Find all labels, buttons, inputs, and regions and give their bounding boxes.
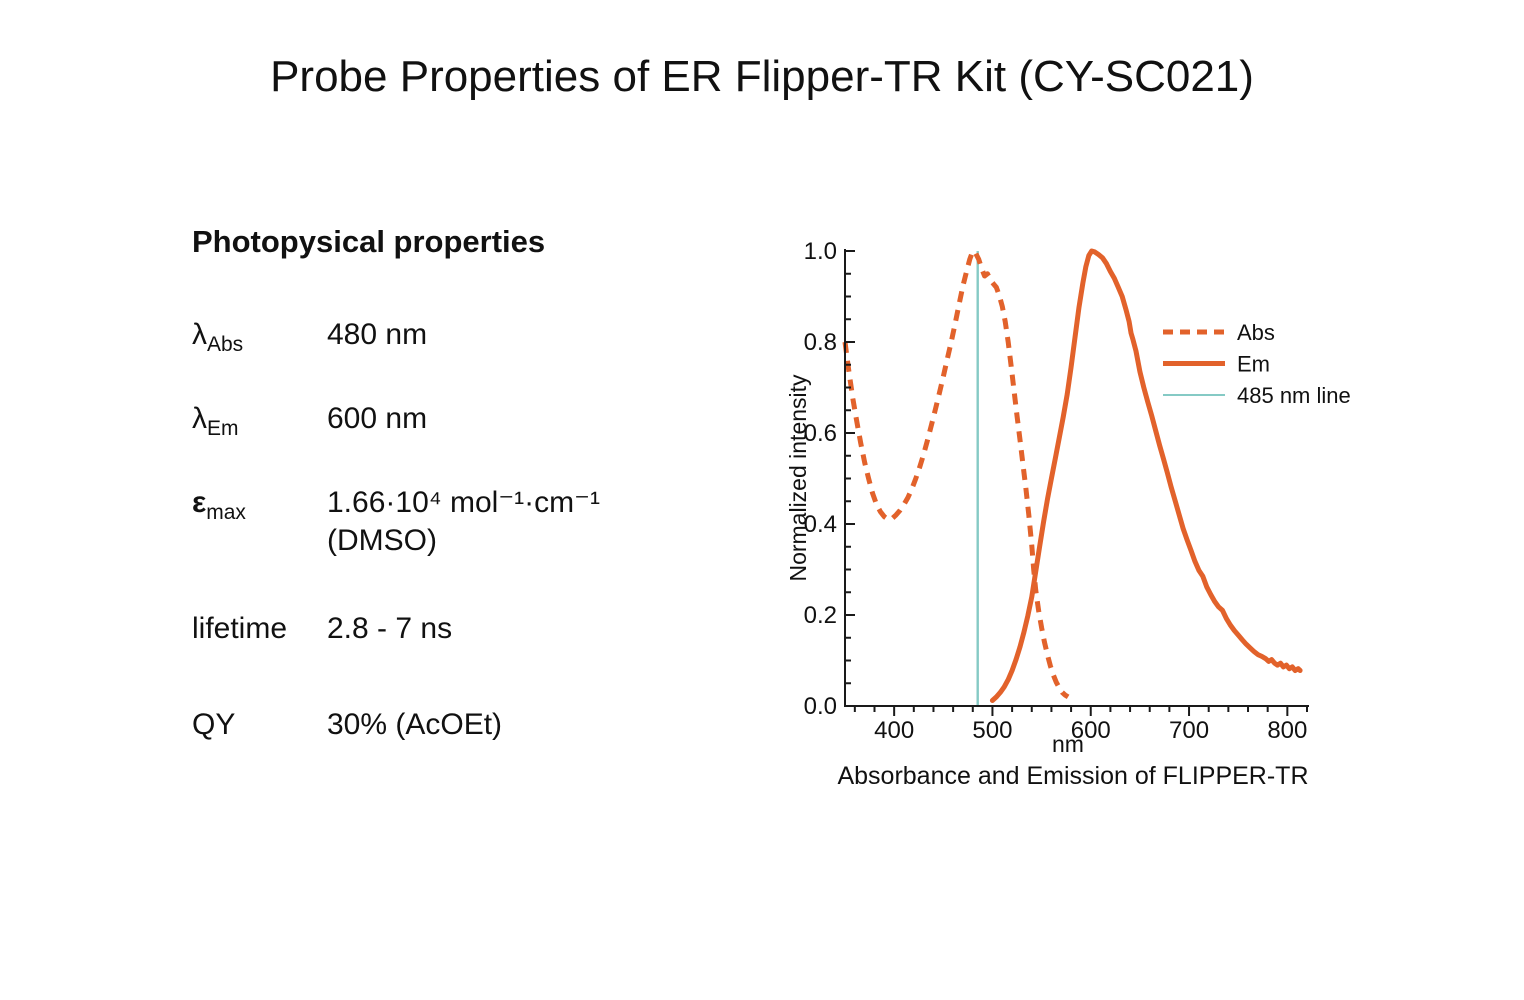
x-tick-label: 400 xyxy=(874,717,914,744)
y-tick-label: 0.6 xyxy=(804,420,837,447)
qy-value: 30% (AcOEt) xyxy=(327,708,503,741)
chart-caption: Absorbance and Emission of FLIPPER-TR xyxy=(837,762,1308,790)
legend-label: Em xyxy=(1237,352,1270,377)
property-row-qy: QY 30% (AcOEt) xyxy=(192,706,502,744)
lambda-em-label: λEm xyxy=(192,400,327,442)
epsilon-max-value: 1.66·10⁴ mol⁻¹·cm⁻¹ (DMSO) xyxy=(327,484,600,559)
photophysical-properties-panel: Photopysical properties λAbs 480 nm λEm … xyxy=(192,224,792,844)
qy-label: QY xyxy=(192,708,236,741)
epsilon-max-value-line2: (DMSO) xyxy=(327,523,437,557)
lifetime-value: 2.8 - 7 ns xyxy=(327,612,453,645)
page-title: Probe Properties of ER Flipper-TR Kit (C… xyxy=(270,52,1254,101)
y-tick-label: 0.4 xyxy=(804,511,837,538)
x-tick-label: 500 xyxy=(972,717,1012,744)
property-row-lifetime: lifetime 2.8 - 7 ns xyxy=(192,610,452,648)
x-tick-label: 800 xyxy=(1267,717,1307,744)
lambda-em-subscript: Em xyxy=(207,417,239,440)
y-tick-label: 0.2 xyxy=(804,602,837,629)
property-row-lambda-em: λEm 600 nm xyxy=(192,400,427,442)
em-curve xyxy=(989,248,1303,703)
epsilon-max-value-line1: 1.66·10⁴ mol⁻¹·cm⁻¹ xyxy=(327,486,600,519)
properties-heading: Photopysical properties xyxy=(192,224,546,259)
lambda-symbol: λ xyxy=(192,402,207,435)
legend-label: 485 nm line xyxy=(1237,383,1351,408)
epsilon-symbol: ε xyxy=(192,486,207,519)
y-axis-title: Normalized intensity xyxy=(785,374,811,582)
x-axis-title: nm xyxy=(1052,731,1084,757)
x-tick-label: 600 xyxy=(1071,717,1111,744)
lambda-abs-value: 480 nm xyxy=(327,318,428,351)
y-tick-label: 0.8 xyxy=(804,329,837,356)
lambda-symbol: λ xyxy=(192,318,207,351)
lambda-em-value: 600 nm xyxy=(327,402,428,435)
x-tick-label: 700 xyxy=(1169,717,1209,744)
legend-label: Abs xyxy=(1237,320,1275,345)
property-row-lambda-abs: λAbs 480 nm xyxy=(192,316,427,358)
epsilon-max-label: εmax xyxy=(192,484,327,559)
lifetime-label: lifetime xyxy=(192,612,288,645)
y-tick-label: 1.0 xyxy=(804,238,837,265)
lambda-abs-subscript: Abs xyxy=(207,333,244,356)
spectra-chart: 400 500 600 700 800 0.0 0.2 0.4 0.6 0.8 1.0 Normali… xyxy=(785,238,1351,790)
abs-curve xyxy=(842,248,1070,700)
y-tick-label: 0.0 xyxy=(804,693,837,720)
property-row-epsilon-max: εmax 1.66·10⁴ mol⁻¹·cm⁻¹ (DMSO) xyxy=(192,484,600,559)
lambda-abs-label: λAbs xyxy=(192,316,327,358)
epsilon-max-subscript: max xyxy=(206,501,246,524)
